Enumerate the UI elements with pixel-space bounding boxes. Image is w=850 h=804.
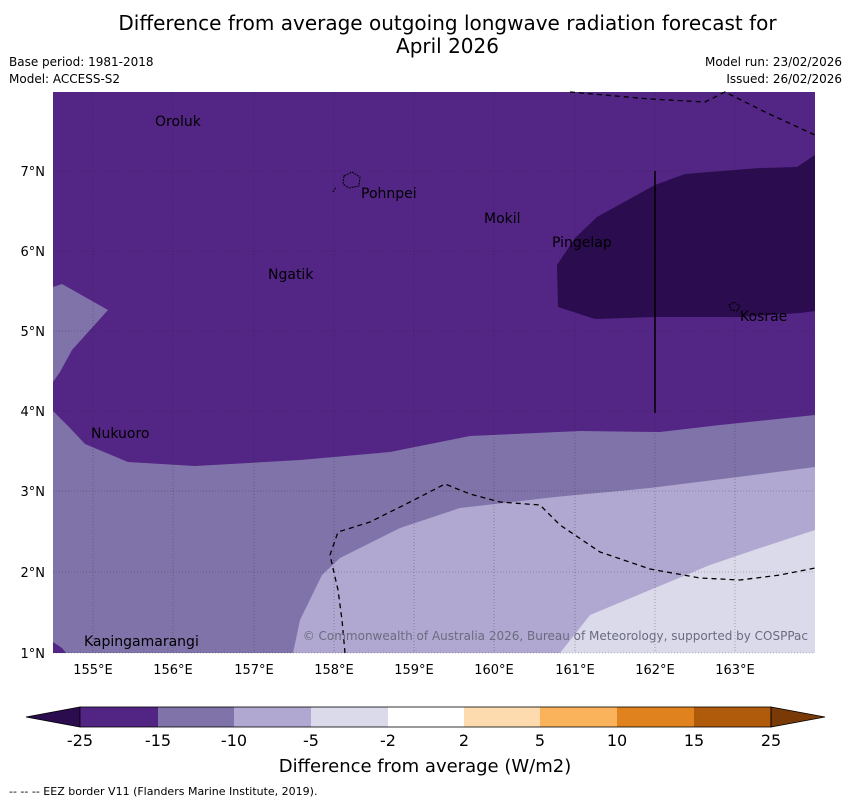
meta-left: Base period: 1981-2018 Model: ACCESS-S2 — [9, 54, 154, 88]
lon-label: 156°E — [153, 663, 193, 678]
colorbar-tick: -5 — [303, 731, 319, 750]
map-plot — [53, 92, 815, 653]
lat-label: 6°N — [21, 245, 46, 260]
place-oroluk: Oroluk — [155, 114, 202, 130]
lon-label: 163°E — [715, 663, 755, 678]
colorbar-segment — [311, 707, 388, 727]
colorbar-segment — [158, 707, 234, 727]
map-title: Difference from average outgoing longwav… — [0, 12, 850, 58]
model-run: Model run: 23/02/2026 — [704, 55, 842, 69]
colorbar-tick: -15 — [145, 731, 171, 750]
colorbar-tick: 15 — [684, 731, 704, 750]
place-pingelap: Pingelap — [552, 235, 612, 251]
colorbar-tick: 2 — [459, 731, 469, 750]
place-labels: Oroluk Pohnpei Mokil Pingelap Ngatik Kos… — [84, 114, 787, 650]
colorbar-segment — [617, 707, 694, 727]
eez-border-north — [569, 91, 816, 136]
title-line-1: Difference from average outgoing longwav… — [118, 11, 777, 35]
colorbar-segment — [234, 707, 311, 727]
copyright-notice: © Commonwealth of Australia 2026, Bureau… — [303, 629, 808, 643]
colorbar-tick: -2 — [380, 731, 396, 750]
eez-borders — [329, 91, 816, 654]
map-fill-level-25 — [557, 155, 815, 319]
pohnpei-reef — [332, 186, 337, 193]
lat-label: 4°N — [21, 405, 46, 420]
place-kosrae: Kosrae — [740, 309, 787, 325]
colorbar-arrow-right — [770, 706, 826, 728]
lat-label: 7°N — [21, 165, 46, 180]
colorbar-tick: -25 — [67, 731, 93, 750]
colorbar-ticks: -25 -15 -10 -5 -2 2 5 10 15 25 — [67, 731, 781, 750]
issued-date: Issued: 26/02/2026 — [726, 72, 842, 86]
place-pohnpei: Pohnpei — [361, 186, 417, 202]
colorbar-tick: 10 — [607, 731, 627, 750]
place-kapingamarangi: Kapingamarangi — [84, 634, 199, 650]
kosrae-island-shape — [728, 301, 741, 312]
place-mokil: Mokil — [484, 211, 521, 227]
lon-label: 155°E — [73, 663, 113, 678]
islands — [332, 171, 741, 312]
colorbar-tick: -10 — [221, 731, 247, 750]
base-period: Base period: 1981-2018 — [9, 55, 154, 69]
colorbar-outline — [79, 706, 772, 728]
gridlines — [53, 92, 815, 654]
pohnpei-island-shape — [342, 171, 361, 189]
colorbar: -25 -15 -10 -5 -2 2 5 10 15 25 Differenc… — [25, 706, 826, 777]
lat-label: 3°N — [21, 485, 46, 500]
lon-label: 159°E — [394, 663, 434, 678]
colorbar-tick: 25 — [761, 731, 781, 750]
map-fill-corner — [53, 642, 66, 653]
meta-right: Model run: 23/02/2026 Issued: 26/02/2026 — [705, 54, 842, 88]
lat-label: 5°N — [21, 325, 46, 340]
eez-footnote: -- -- -- EEZ border V11 (Flanders Marine… — [9, 785, 318, 798]
lat-label: 1°N — [21, 647, 46, 662]
lon-label: 162°E — [635, 663, 675, 678]
lon-axis-labels: 155°E 156°E 157°E 158°E 159°E 160°E 161°… — [73, 663, 755, 678]
lon-label: 160°E — [474, 663, 514, 678]
eez-border-south — [329, 483, 816, 654]
colorbar-segment — [388, 707, 464, 727]
colorbar-arrow-left — [25, 706, 81, 728]
lat-axis-labels: 7°N 6°N 5°N 4°N 3°N 2°N 1°N — [21, 165, 46, 662]
colorbar-segment — [464, 707, 540, 727]
colorbar-segment — [80, 707, 158, 727]
lat-label: 2°N — [21, 566, 46, 581]
colorbar-tick: 5 — [535, 731, 545, 750]
colorbar-label: Difference from average (W/m2) — [279, 756, 571, 777]
colorbar-segment — [694, 707, 771, 727]
map-fill-level-2 — [560, 530, 815, 653]
title-line-2: April 2026 — [396, 34, 499, 58]
map-fill-level-10-west — [53, 284, 108, 382]
model-name: Model: ACCESS-S2 — [9, 72, 121, 86]
lon-label: 157°E — [234, 663, 274, 678]
place-nukuoro: Nukuoro — [91, 426, 149, 442]
lon-label: 158°E — [314, 663, 354, 678]
lon-label: 161°E — [555, 663, 595, 678]
colorbar-segment — [540, 707, 617, 727]
place-ngatik: Ngatik — [268, 267, 314, 283]
